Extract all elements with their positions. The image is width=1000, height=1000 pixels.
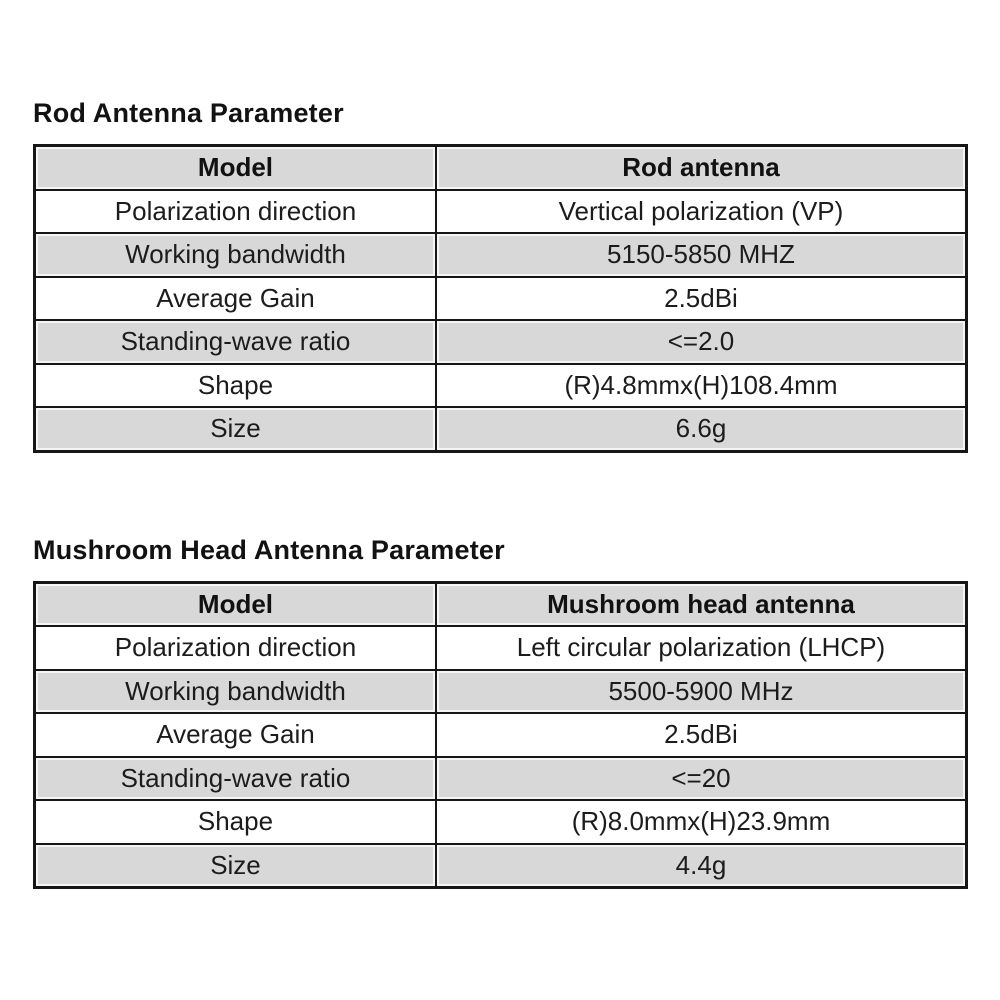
mushroom-antenna-table: Model Mushroom head antenna Polarization… <box>33 580 968 889</box>
row-label: Working bandwidth <box>33 232 437 278</box>
row-label: Working bandwidth <box>33 668 437 714</box>
table-row-size: Size 6.6g <box>33 406 968 452</box>
table-row-bandwidth: Working bandwidth 5150-5850 MHZ <box>33 232 968 278</box>
table-row-shape: Shape (R)8.0mmx(H)23.9mm <box>33 799 968 845</box>
table-header-row: Model Mushroom head antenna <box>33 581 968 627</box>
row-value: <=2.0 <box>434 319 968 365</box>
table-row-shape: Shape (R)4.8mmx(H)108.4mm <box>33 362 968 408</box>
header-model-value: Mushroom head antenna <box>434 581 968 627</box>
row-value: <=20 <box>434 755 968 801</box>
table-row-size: Size 4.4g <box>33 842 968 889</box>
header-model-label: Model <box>33 581 437 627</box>
table-row-polarization: Polarization direction Left circular pol… <box>33 625 968 671</box>
row-label: Size <box>33 842 437 889</box>
row-label: Average Gain <box>33 275 437 321</box>
row-value: Left circular polarization (LHCP) <box>434 625 968 671</box>
row-value: 6.6g <box>434 406 968 452</box>
row-value: 2.5dBi <box>434 712 968 758</box>
row-value: (R)8.0mmx(H)23.9mm <box>434 799 968 845</box>
row-label: Shape <box>33 799 437 845</box>
table-row-bandwidth: Working bandwidth 5500-5900 MHz <box>33 668 968 714</box>
row-label: Polarization direction <box>33 625 437 671</box>
row-label: Polarization direction <box>33 188 437 234</box>
row-value: 5150-5850 MHZ <box>434 232 968 278</box>
row-value: 5500-5900 MHz <box>434 668 968 714</box>
table-row-gain: Average Gain 2.5dBi <box>33 275 968 321</box>
row-value: 2.5dBi <box>434 275 968 321</box>
header-model-value: Rod antenna <box>434 144 968 191</box>
row-label: Size <box>33 406 437 452</box>
mushroom-antenna-title: Mushroom Head Antenna Parameter <box>33 534 505 565</box>
table-header-row: Model Rod antenna <box>33 144 968 191</box>
row-label: Standing-wave ratio <box>33 755 437 801</box>
table-row-polarization: Polarization direction Vertical polariza… <box>33 188 968 234</box>
header-model-label: Model <box>33 144 437 191</box>
row-label: Average Gain <box>33 712 437 758</box>
content-column: Rod Antenna Parameter Model Rod antenna … <box>33 0 968 889</box>
table-row-swr: Standing-wave ratio <=2.0 <box>33 319 968 365</box>
row-label: Standing-wave ratio <box>33 319 437 365</box>
table-row-gain: Average Gain 2.5dBi <box>33 712 968 758</box>
row-value: 4.4g <box>434 842 968 889</box>
row-value: (R)4.8mmx(H)108.4mm <box>434 362 968 408</box>
rod-antenna-title: Rod Antenna Parameter <box>33 98 344 128</box>
table-row-swr: Standing-wave ratio <=20 <box>33 755 968 801</box>
row-value: Vertical polarization (VP) <box>434 188 968 234</box>
row-label: Shape <box>33 362 437 408</box>
rod-antenna-table: Model Rod antenna Polarization direction… <box>33 144 968 453</box>
